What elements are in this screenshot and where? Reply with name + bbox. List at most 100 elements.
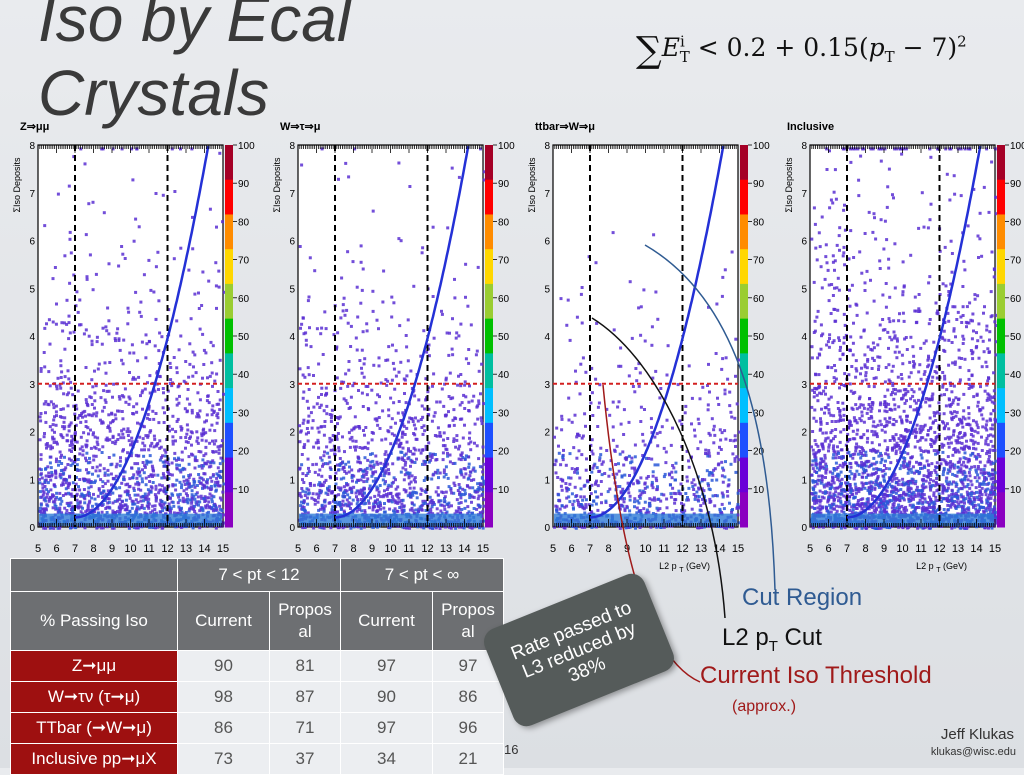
scatter-point	[191, 375, 194, 378]
y-axis-label: ΣIso Deposits	[527, 157, 537, 213]
scatter-point	[371, 290, 374, 293]
color-bar-segment	[740, 214, 748, 249]
y-tick-label: 0	[289, 523, 295, 534]
scatter-point	[96, 340, 99, 343]
scatter-point	[691, 397, 694, 400]
scatter-point	[481, 488, 484, 491]
scatter-point	[650, 458, 653, 461]
scatter-point	[170, 492, 173, 495]
scatter-point	[307, 415, 310, 418]
scatter-point	[70, 387, 73, 390]
scatter-point	[597, 484, 600, 487]
scatter-point	[424, 463, 427, 466]
scatter-point	[469, 470, 472, 473]
scatter-point	[349, 446, 352, 449]
scatter-point	[322, 454, 325, 457]
scatter-point	[147, 413, 150, 416]
scatter-point	[301, 490, 304, 493]
scatter-point	[364, 446, 367, 449]
scatter-point	[636, 481, 639, 484]
x-tick-label: 8	[350, 543, 356, 555]
scatter-point	[720, 461, 723, 464]
scatter-point	[644, 501, 647, 504]
scatter-point	[460, 458, 463, 461]
scatter-point	[184, 360, 187, 363]
scatter-point	[63, 507, 66, 510]
scatter-point	[199, 409, 202, 412]
scatter-point	[565, 487, 568, 490]
scatter-point	[383, 489, 386, 492]
scatter-point	[482, 446, 485, 449]
scatter-point	[713, 434, 716, 437]
color-bar-label: 90	[238, 179, 250, 190]
scatter-point	[169, 362, 172, 365]
scatter-point	[605, 449, 608, 452]
x-tick-label: 10	[639, 543, 651, 555]
scatter-point	[459, 404, 462, 407]
scatter-point	[460, 501, 463, 504]
scatter-point	[629, 499, 632, 502]
scatter-point	[160, 446, 163, 449]
scatter-point	[409, 450, 412, 453]
scatter-point	[52, 277, 55, 280]
scatter-point	[960, 321, 963, 324]
scatter-point	[378, 395, 381, 398]
scatter-point	[690, 422, 693, 425]
scatter-point	[693, 429, 696, 432]
scatter-point	[397, 162, 400, 165]
scatter-point	[599, 447, 602, 450]
scatter-point	[44, 468, 47, 471]
scatter-point	[186, 429, 189, 432]
scatter-point	[674, 492, 677, 495]
scatter-point	[157, 349, 160, 352]
scatter-point	[423, 408, 426, 411]
scatter-point	[200, 482, 203, 485]
scatter-point	[651, 481, 654, 484]
scatter-point	[181, 459, 184, 462]
scatter-point	[397, 237, 400, 240]
scatter-point	[641, 433, 644, 436]
scatter-point	[152, 470, 155, 473]
scatter-point	[323, 481, 326, 484]
scatter-point	[658, 507, 661, 510]
scatter-point	[372, 508, 375, 511]
scatter-point	[39, 507, 42, 510]
scatter-point	[78, 299, 81, 302]
scatter-point	[374, 501, 377, 504]
scatter-point	[219, 476, 222, 479]
scatter-point	[387, 499, 390, 502]
scatter-point	[420, 452, 423, 455]
scatter-point	[98, 448, 101, 451]
scatter-point	[346, 493, 349, 496]
scatter-point	[458, 508, 461, 511]
scatter-point	[571, 503, 574, 506]
scatter-point	[95, 447, 98, 450]
scatter-point	[391, 417, 394, 420]
scatter-point	[157, 491, 160, 494]
scatter-point	[336, 438, 339, 441]
scatter-point	[68, 475, 71, 478]
color-bar-label: 70	[753, 256, 765, 267]
scatter-point	[317, 473, 320, 476]
scatter-point	[373, 505, 376, 508]
scatter-point	[97, 475, 100, 478]
scatter-point	[147, 498, 150, 501]
scatter-point	[594, 378, 597, 381]
scatter-point	[298, 468, 301, 471]
scatter-point	[191, 247, 194, 250]
scatter-point	[140, 448, 143, 451]
scatter-point	[337, 486, 340, 489]
color-bar-segment	[740, 458, 748, 493]
scatter-point	[438, 431, 441, 434]
scatter-point	[340, 478, 343, 481]
scatter-point	[44, 411, 47, 414]
scatter-point	[371, 431, 374, 434]
scatter-point	[384, 511, 387, 514]
scatter-point	[477, 399, 480, 402]
scatter-point	[134, 510, 137, 513]
scatter-point	[437, 476, 440, 479]
scatter-point	[346, 402, 349, 405]
scatter-point	[300, 501, 303, 504]
scatter-point	[178, 499, 181, 502]
scatter-point	[70, 493, 73, 496]
